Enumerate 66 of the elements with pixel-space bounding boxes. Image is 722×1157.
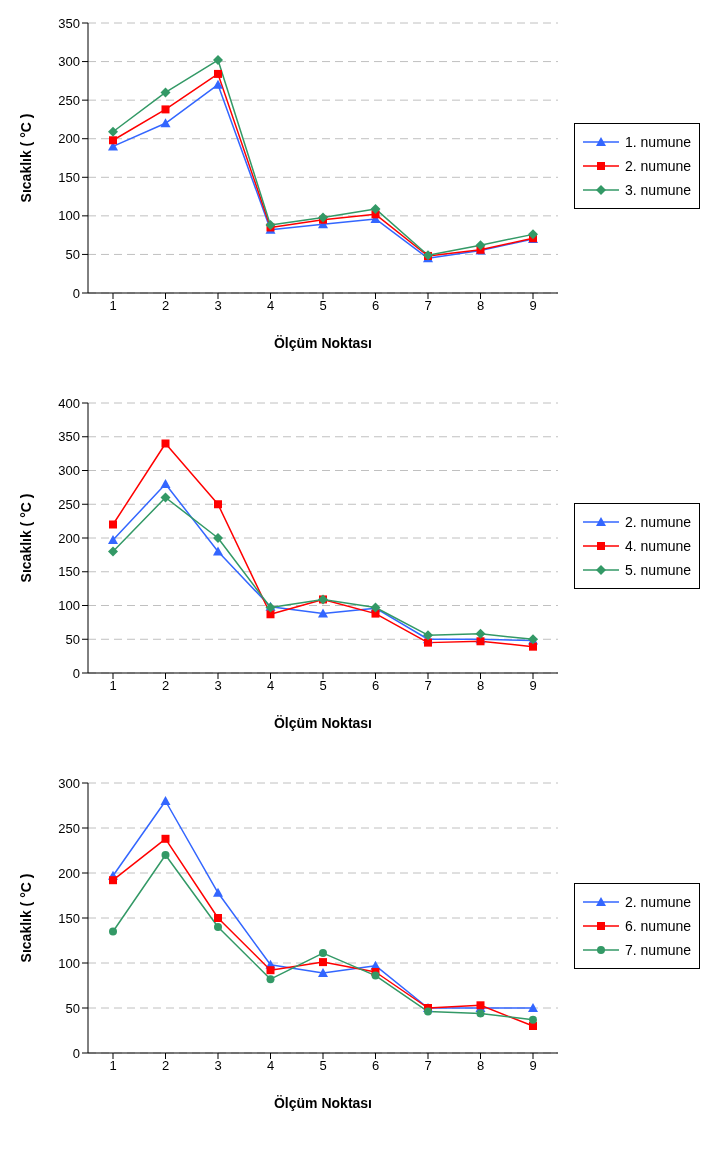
x-tick-label: 6 xyxy=(371,298,380,314)
y-tick-label: 0 xyxy=(72,285,80,301)
x-tick-label: 1 xyxy=(109,298,117,314)
y-tick-label: 100 xyxy=(58,955,80,971)
y-tick-label: 200 xyxy=(58,865,80,881)
x-tick-label: 2 xyxy=(161,298,170,314)
y-tick-label: 350 xyxy=(58,15,80,31)
x-tick-label: 5 xyxy=(319,678,327,694)
y-tick-label: 150 xyxy=(58,564,80,580)
legend-label: 1. numune xyxy=(625,134,692,150)
y-tick-label: 50 xyxy=(65,631,80,647)
x-tick-label: 7 xyxy=(424,678,432,694)
x-tick-label: 9 xyxy=(529,1058,537,1074)
y-tick-label: 300 xyxy=(58,463,80,479)
y-tick-label: 400 xyxy=(58,395,80,411)
legend-label: 7. numune xyxy=(625,942,692,958)
x-tick-label: 9 xyxy=(529,298,537,314)
y-tick-label: 150 xyxy=(58,910,80,926)
x-tick-label: 3 xyxy=(214,678,222,694)
x-tick-label: 3 xyxy=(214,298,222,314)
legend-label: 2. numune xyxy=(625,894,692,910)
x-axis-title: Ölçüm Noktası xyxy=(273,715,373,731)
legend-label: 3. numune xyxy=(625,182,692,198)
x-axis-title: Ölçüm Noktası xyxy=(273,335,373,351)
y-tick-label: 300 xyxy=(58,775,80,791)
legend-label: 6. numune xyxy=(625,918,692,934)
y-tick-label: 0 xyxy=(72,665,80,681)
x-tick-label: 6 xyxy=(371,678,380,694)
x-tick-label: 1 xyxy=(109,1058,117,1074)
y-tick-label: 250 xyxy=(58,820,80,836)
y-tick-label: 250 xyxy=(58,92,80,108)
x-tick-label: 3 xyxy=(214,1058,222,1074)
x-tick-label: 9 xyxy=(529,678,537,694)
legend-label: 2. numune xyxy=(625,158,692,174)
x-tick-label: 7 xyxy=(424,298,432,314)
x-tick-label: 8 xyxy=(476,1058,485,1074)
y-tick-label: 50 xyxy=(65,247,80,263)
y-tick-label: 100 xyxy=(58,598,80,614)
y-tick-label: 200 xyxy=(58,131,80,147)
x-tick-label: 4 xyxy=(266,298,275,314)
y-tick-label: 250 xyxy=(58,496,80,512)
y-tick-label: 0 xyxy=(72,1045,80,1061)
y-axis-title: Sıcaklık ( °C ) xyxy=(17,493,34,583)
y-tick-label: 150 xyxy=(58,169,80,185)
legend-label: 4. numune xyxy=(625,538,692,554)
y-tick-label: 300 xyxy=(58,54,80,70)
legend-label: 5. numune xyxy=(625,562,692,578)
x-tick-label: 6 xyxy=(371,1058,380,1074)
x-tick-label: 5 xyxy=(319,298,327,314)
y-tick-label: 200 xyxy=(58,530,80,546)
y-tick-label: 350 xyxy=(58,429,80,445)
x-tick-label: 7 xyxy=(424,1058,432,1074)
x-tick-label: 4 xyxy=(266,1058,275,1074)
x-tick-label: 8 xyxy=(476,678,485,694)
x-tick-label: 2 xyxy=(161,1058,170,1074)
x-tick-label: 2 xyxy=(161,678,170,694)
y-axis-title: Sıcaklık ( °C ) xyxy=(17,873,34,963)
y-tick-label: 100 xyxy=(58,208,80,224)
x-tick-label: 1 xyxy=(109,678,117,694)
y-tick-label: 50 xyxy=(65,1000,80,1016)
y-axis-title: Sıcaklık ( °C ) xyxy=(17,113,34,203)
x-axis-title: Ölçüm Noktası xyxy=(273,1095,373,1111)
x-tick-label: 4 xyxy=(266,678,275,694)
legend-label: 2. numune xyxy=(625,514,692,530)
x-tick-label: 8 xyxy=(476,298,485,314)
x-tick-label: 5 xyxy=(319,1058,327,1074)
